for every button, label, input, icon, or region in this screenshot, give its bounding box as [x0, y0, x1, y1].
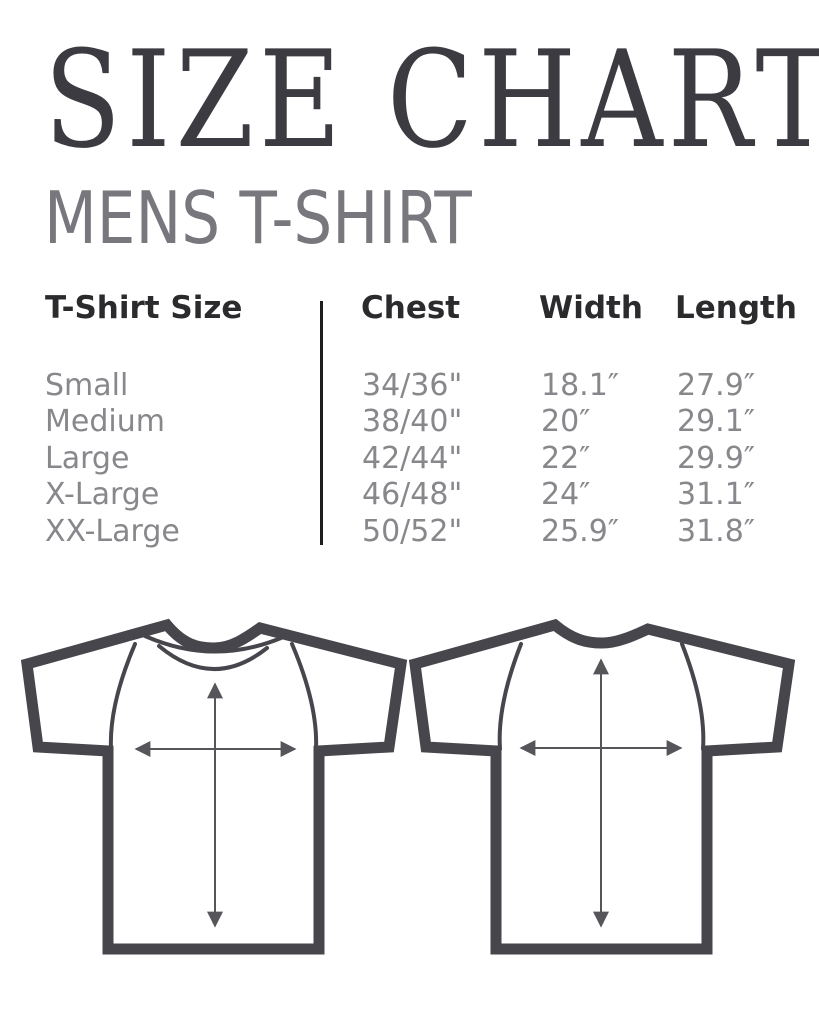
chest-cell: 46/48" [362, 477, 463, 512]
tshirt-front-diagram [20, 618, 408, 955]
size-cell: Large [45, 441, 130, 476]
column-header-chest: Chest [361, 290, 461, 326]
chest-cell: 38/40" [362, 404, 463, 439]
chest-cell: 50/52" [362, 514, 463, 549]
width-cell: 18.1″ [541, 368, 620, 403]
armhole-seam-right [290, 642, 319, 751]
page-subtitle: MENS T-SHIRT [44, 176, 472, 260]
size-cell: X-Large [45, 477, 160, 512]
length-cell: 31.1″ [677, 477, 756, 512]
armhole-seam-right [680, 642, 706, 751]
size-cell: XX-Large [45, 514, 180, 549]
width-cell: 25.9″ [541, 514, 620, 549]
size-cell: Medium [45, 404, 165, 439]
armhole-seam-left [497, 642, 523, 751]
column-header-length: Length [675, 290, 797, 326]
length-cell: 29.1″ [677, 404, 756, 439]
collar-arc-outer [143, 634, 283, 654]
page-title: SIZE CHART [44, 22, 819, 178]
chest-cell: 34/36" [362, 368, 463, 403]
width-cell: 20″ [541, 404, 591, 439]
collar-arc-inner [157, 644, 269, 671]
length-cell: 27.9″ [677, 368, 756, 403]
column-header-size: T-Shirt Size [45, 290, 243, 326]
tshirt-back-diagram [408, 618, 796, 955]
armhole-seam-left [108, 642, 137, 751]
width-cell: 22″ [541, 441, 591, 476]
width-cell: 24″ [541, 477, 591, 512]
chest-cell: 42/44" [362, 441, 463, 476]
column-header-width: Width [539, 290, 643, 326]
length-cell: 31.8″ [677, 514, 756, 549]
length-cell: 29.9″ [677, 441, 756, 476]
table-divider [320, 301, 323, 545]
size-cell: Small [45, 368, 129, 403]
